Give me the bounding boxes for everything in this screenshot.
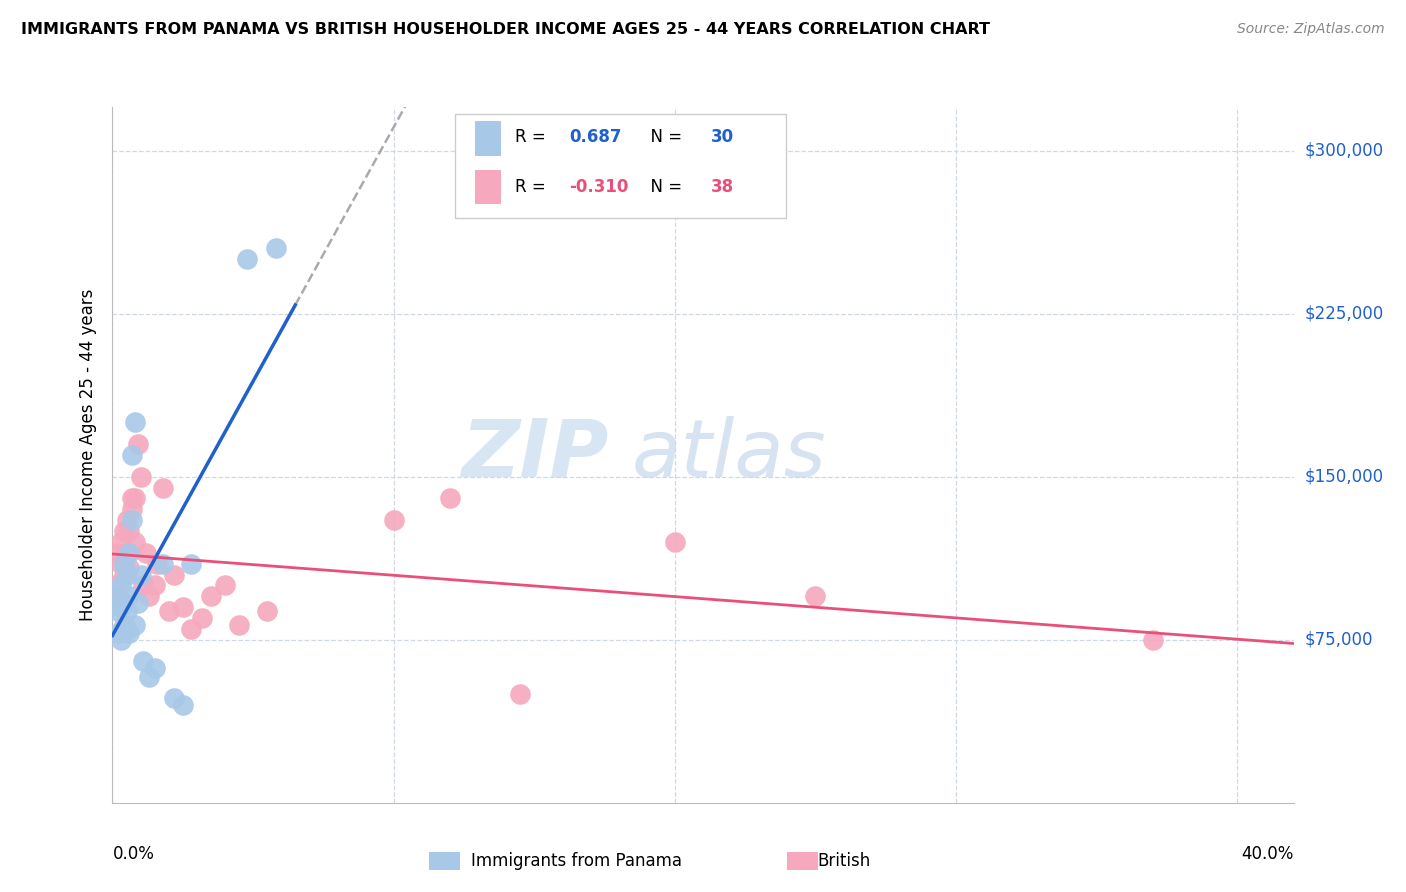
- Point: [121, 502, 143, 516]
- Point: [214, 578, 236, 592]
- Point: [110, 578, 132, 592]
- Text: N =: N =: [640, 178, 688, 196]
- Point: [124, 415, 146, 429]
- Point: [256, 605, 278, 619]
- Point: [112, 524, 135, 538]
- Point: [118, 546, 141, 560]
- Point: [124, 535, 146, 549]
- Point: [146, 557, 169, 571]
- Point: [180, 622, 202, 636]
- Text: -0.310: -0.310: [569, 178, 628, 196]
- Point: [152, 557, 174, 571]
- Point: [121, 491, 143, 506]
- Point: [236, 252, 259, 267]
- Point: [104, 578, 127, 592]
- Text: $75,000: $75,000: [1305, 631, 1374, 648]
- Text: 40.0%: 40.0%: [1241, 845, 1294, 863]
- Point: [163, 567, 186, 582]
- Bar: [475, 169, 501, 204]
- Point: [804, 589, 827, 603]
- Point: [115, 546, 138, 560]
- Point: [112, 557, 135, 571]
- Point: [132, 655, 155, 669]
- Point: [115, 622, 138, 636]
- Point: [118, 524, 141, 538]
- Point: [157, 605, 180, 619]
- Point: [172, 698, 194, 712]
- Point: [104, 589, 127, 603]
- Point: [129, 469, 152, 483]
- Point: [115, 513, 138, 527]
- Point: [127, 437, 149, 451]
- FancyBboxPatch shape: [456, 114, 786, 219]
- Point: [115, 567, 138, 582]
- Point: [664, 535, 686, 549]
- Point: [121, 513, 143, 527]
- Text: 0.0%: 0.0%: [112, 845, 155, 863]
- Point: [143, 578, 166, 592]
- Point: [107, 605, 129, 619]
- Point: [138, 589, 160, 603]
- Point: [107, 546, 129, 560]
- Text: British: British: [817, 852, 870, 870]
- Text: IMMIGRANTS FROM PANAMA VS BRITISH HOUSEHOLDER INCOME AGES 25 - 44 YEARS CORRELAT: IMMIGRANTS FROM PANAMA VS BRITISH HOUSEH…: [21, 22, 990, 37]
- Point: [509, 687, 531, 701]
- Point: [124, 491, 146, 506]
- Point: [129, 567, 152, 582]
- Point: [180, 557, 202, 571]
- Point: [172, 600, 194, 615]
- Y-axis label: Householder Income Ages 25 - 44 years: Householder Income Ages 25 - 44 years: [79, 289, 97, 621]
- Point: [115, 605, 138, 619]
- Point: [382, 513, 405, 527]
- Point: [439, 491, 461, 506]
- Bar: [475, 121, 501, 156]
- Point: [110, 535, 132, 549]
- Point: [112, 596, 135, 610]
- Point: [118, 626, 141, 640]
- Point: [228, 617, 250, 632]
- Point: [264, 241, 287, 255]
- Text: 30: 30: [711, 128, 734, 146]
- Text: ZIP: ZIP: [461, 416, 609, 494]
- Point: [110, 557, 132, 571]
- Point: [132, 578, 155, 592]
- Text: 0.687: 0.687: [569, 128, 621, 146]
- Text: R =: R =: [515, 128, 551, 146]
- Point: [138, 670, 160, 684]
- Point: [1142, 632, 1164, 647]
- Point: [143, 661, 166, 675]
- Text: $300,000: $300,000: [1305, 142, 1384, 160]
- Text: Immigrants from Panama: Immigrants from Panama: [471, 852, 682, 870]
- Text: $150,000: $150,000: [1305, 467, 1384, 485]
- Point: [163, 691, 186, 706]
- Point: [152, 481, 174, 495]
- Text: R =: R =: [515, 178, 551, 196]
- Point: [200, 589, 222, 603]
- Point: [127, 596, 149, 610]
- Point: [107, 589, 129, 603]
- Point: [112, 617, 135, 632]
- Point: [135, 546, 157, 560]
- Text: 38: 38: [711, 178, 734, 196]
- Point: [110, 632, 132, 647]
- Text: atlas: atlas: [633, 416, 827, 494]
- Point: [121, 448, 143, 462]
- Point: [107, 626, 129, 640]
- Point: [118, 561, 141, 575]
- Point: [118, 589, 141, 603]
- Point: [191, 611, 214, 625]
- Point: [124, 617, 146, 632]
- Point: [110, 600, 132, 615]
- Text: Source: ZipAtlas.com: Source: ZipAtlas.com: [1237, 22, 1385, 37]
- Text: N =: N =: [640, 128, 688, 146]
- Text: $225,000: $225,000: [1305, 304, 1384, 323]
- Point: [112, 567, 135, 582]
